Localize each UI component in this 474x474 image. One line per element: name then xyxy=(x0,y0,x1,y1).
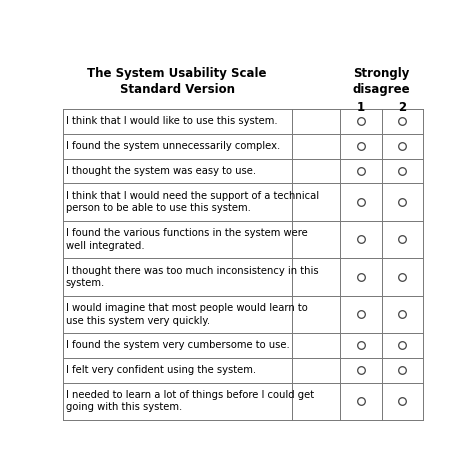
Text: I found the system unnecessarily complex.: I found the system unnecessarily complex… xyxy=(66,141,280,151)
Text: I needed to learn a lot of things before I could get
going with this system.: I needed to learn a lot of things before… xyxy=(66,390,314,412)
Text: I found the various functions in the system were
well integrated.: I found the various functions in the sys… xyxy=(66,228,308,251)
Text: I think that I would need the support of a technical
person to be able to use th: I think that I would need the support of… xyxy=(66,191,319,213)
Text: I found the system very cumbersome to use.: I found the system very cumbersome to us… xyxy=(66,340,290,350)
Text: Strongly
disagree: Strongly disagree xyxy=(353,67,410,96)
Text: I think that I would like to use this system.: I think that I would like to use this sy… xyxy=(66,117,277,127)
Text: The System Usability Scale
Standard Version: The System Usability Scale Standard Vers… xyxy=(88,67,267,96)
Text: I felt very confident using the system.: I felt very confident using the system. xyxy=(66,365,256,375)
Text: 1: 1 xyxy=(357,101,365,114)
Text: I thought there was too much inconsistency in this
system.: I thought there was too much inconsisten… xyxy=(66,266,319,288)
Text: 2: 2 xyxy=(398,101,406,114)
Text: I would imagine that most people would learn to
use this system very quickly.: I would imagine that most people would l… xyxy=(66,303,308,326)
Text: I thought the system was easy to use.: I thought the system was easy to use. xyxy=(66,166,256,176)
